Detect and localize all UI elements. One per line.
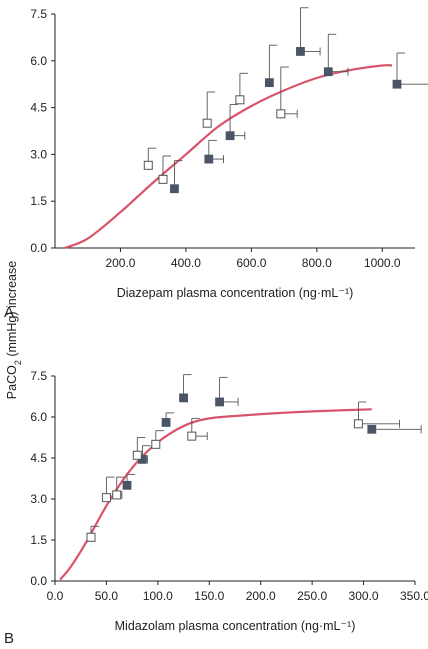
data-point-filled — [122, 480, 132, 490]
data-point-open — [86, 532, 96, 542]
data-point-open — [151, 439, 161, 449]
y-tick-label: 4.5 — [30, 451, 47, 465]
x-tick-label: 200.0 — [105, 256, 135, 270]
data-point-open — [101, 493, 111, 503]
panel-b-chart: 0.0 1.5 3.0 4.5 6.0 7.5 0.0 50.0 100.0 150.0 200.0… — [30, 369, 428, 633]
x-tick-label: 350.0 — [400, 589, 428, 603]
y-tick-label: 6.0 — [30, 410, 47, 424]
data-point-filled — [323, 67, 333, 77]
data-point-filled — [296, 47, 305, 56]
panel-b-letter: B — [4, 630, 14, 647]
x-tick-label: 250.0 — [297, 589, 327, 603]
y-tick-label: 3.0 — [30, 147, 47, 161]
x-tick-label: 200.0 — [246, 589, 276, 603]
x-tick-label: 600.0 — [236, 256, 266, 270]
data-point-filled — [204, 154, 214, 164]
data-point-open — [132, 450, 142, 460]
x-tick-label: 100.0 — [143, 589, 173, 603]
y-tick-label: 1.5 — [30, 533, 47, 547]
y-tick-label: 3.0 — [30, 492, 47, 506]
data-point-filled — [392, 79, 402, 89]
y-axis-title-rest: (mmHg) increase — [5, 261, 19, 360]
y-tick-label: 4.5 — [30, 101, 47, 115]
x-axis-title: Midazolam plasma concentration (ng·mL⁻¹) — [115, 619, 356, 633]
data-point-open — [353, 419, 363, 429]
data-point-filled — [161, 418, 171, 427]
y-tick-label: 6.0 — [30, 54, 47, 68]
y-axis-title-subscript: 2 — [13, 360, 23, 365]
x-tick-label: 150.0 — [194, 589, 224, 603]
x-tick-label: 50.0 — [95, 589, 119, 603]
fit-curve — [64, 64, 393, 250]
data-point-open — [235, 95, 245, 105]
y-tick-label: 0.0 — [30, 574, 47, 588]
y-tick-label: 1.5 — [30, 194, 47, 208]
x-axis-title: Diazepam plasma concentration (ng·mL⁻¹) — [117, 286, 354, 300]
data-point-open — [202, 118, 212, 128]
x-tick-label: 800.0 — [302, 256, 332, 270]
data-point-filled — [215, 397, 224, 407]
fit-curve — [59, 408, 372, 581]
y-tick-label: 7.5 — [30, 7, 47, 21]
y-tick-label: 7.5 — [30, 369, 47, 383]
x-tick-label: 300.0 — [349, 589, 379, 603]
data-point-open — [276, 109, 286, 119]
panel-a-letter: A — [4, 304, 14, 321]
data-point-filled — [170, 184, 179, 194]
y-axis-title-main: PaCO — [5, 365, 19, 399]
data-point-filled — [264, 78, 274, 88]
data-point-open — [143, 160, 153, 170]
panel-a-chart: 0.0 1.5 3.0 4.5 6.0 7.5 200.0 400.0 600.0 800.0 10… — [30, 7, 428, 300]
x-tick-label: 1000.0 — [364, 256, 401, 270]
data-point-open — [112, 490, 122, 500]
data-point-filled — [225, 131, 235, 141]
y-tick-label: 0.0 — [30, 241, 47, 255]
data-point-open — [187, 431, 197, 441]
y-axis-title: PaCO2 (mmHg) increase — [5, 261, 23, 399]
x-tick-label: 0.0 — [47, 589, 64, 603]
data-point-open — [158, 174, 168, 184]
x-tick-label: 400.0 — [171, 256, 201, 270]
data-point-filled — [367, 424, 377, 434]
data-point-filled — [179, 393, 188, 403]
